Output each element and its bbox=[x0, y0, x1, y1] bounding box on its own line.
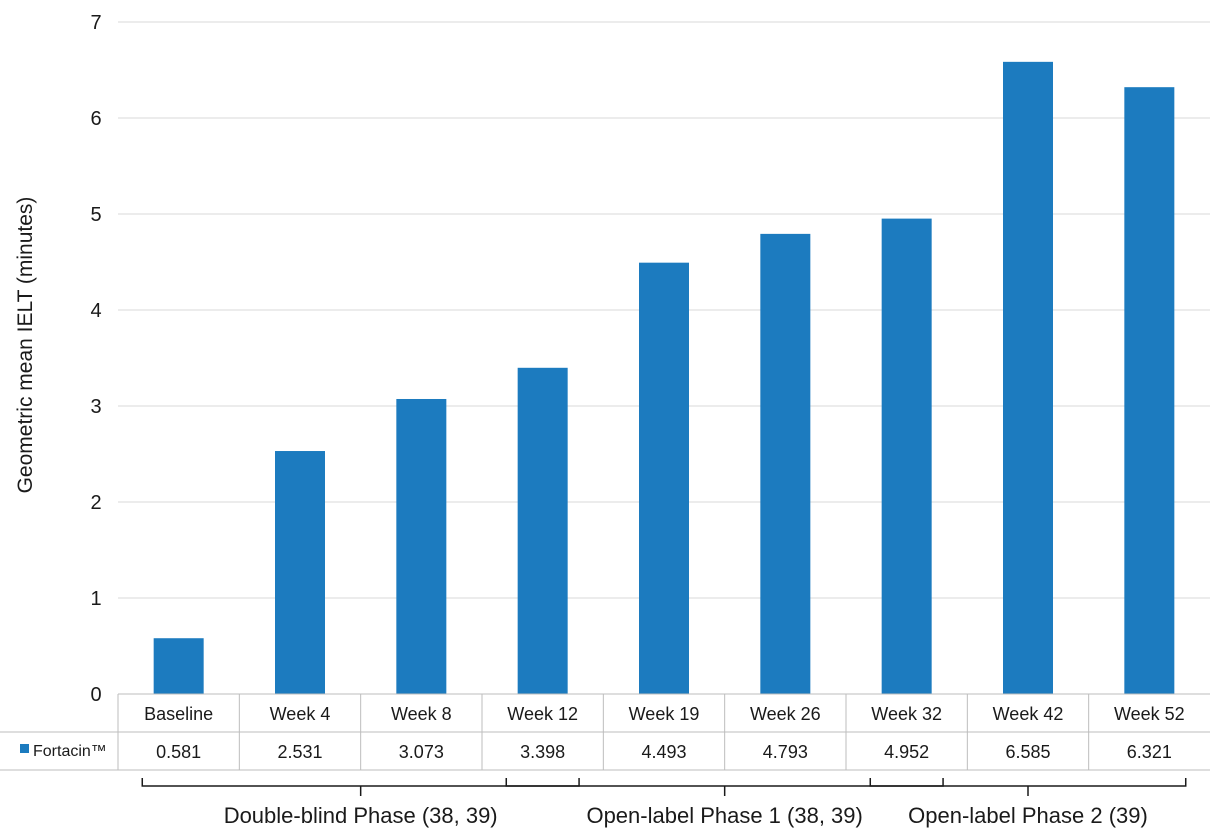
x-tick-label: Week 12 bbox=[507, 704, 578, 724]
y-tick-label: 2 bbox=[90, 492, 101, 514]
phase-brackets: Double-blind Phase (38, 39) Open-label Ph… bbox=[141, 778, 1187, 828]
phase-bracket bbox=[869, 778, 1187, 796]
series-name: Fortacin™ bbox=[33, 743, 107, 760]
phase-label: Double-blind Phase (38, 39) bbox=[224, 803, 498, 828]
data-label: 0.581 bbox=[156, 742, 201, 762]
data-label: 4.793 bbox=[763, 742, 808, 762]
bar bbox=[275, 451, 325, 694]
x-tick-label: Week 42 bbox=[993, 704, 1064, 724]
phase-bracket bbox=[141, 778, 580, 796]
y-tick-label: 0 bbox=[90, 684, 101, 706]
bar bbox=[153, 638, 204, 694]
x-tick-label: Baseline bbox=[144, 704, 213, 724]
y-tick-label: 7 bbox=[90, 12, 101, 34]
y-axis-ticks: 0 1 2 3 4 5 6 7 bbox=[90, 12, 101, 706]
data-label: 2.531 bbox=[277, 742, 322, 762]
data-label: 3.073 bbox=[399, 742, 444, 762]
bar bbox=[396, 398, 447, 694]
bar bbox=[881, 218, 932, 694]
phase-label: Open-label Phase 1 (38, 39) bbox=[586, 803, 862, 828]
x-tick-label: Week 19 bbox=[629, 704, 700, 724]
bar bbox=[760, 233, 811, 694]
x-tick-label: Week 4 bbox=[270, 704, 331, 724]
data-label: 3.398 bbox=[520, 742, 565, 762]
bar bbox=[1124, 87, 1175, 694]
y-tick-label: 6 bbox=[90, 108, 101, 130]
x-tick-label: Week 8 bbox=[391, 704, 452, 724]
bars bbox=[153, 61, 1175, 694]
bar bbox=[517, 367, 568, 694]
phase-bracket bbox=[505, 778, 944, 796]
data-label: 4.493 bbox=[641, 742, 686, 762]
phase-label: Open-label Phase 2 (39) bbox=[908, 803, 1148, 828]
x-tick-label: Week 32 bbox=[871, 704, 942, 724]
y-tick-label: 1 bbox=[90, 588, 101, 610]
x-tick-label: Week 26 bbox=[750, 704, 821, 724]
legend-swatch bbox=[20, 744, 29, 753]
x-tick-label: Week 52 bbox=[1114, 704, 1185, 724]
data-label: 6.321 bbox=[1127, 742, 1172, 762]
bar bbox=[639, 262, 689, 694]
data-table: Baseline 0.581 Week 4 2.531 Week 8 3.073 Week … bbox=[0, 693, 1210, 771]
y-tick-label: 3 bbox=[90, 396, 101, 418]
data-label: 6.585 bbox=[1005, 742, 1050, 762]
data-label: 4.952 bbox=[884, 742, 929, 762]
y-axis-label: Geometric mean IELT (minutes) bbox=[14, 197, 37, 494]
y-tick-label: 4 bbox=[90, 300, 101, 322]
y-tick-label: 5 bbox=[90, 204, 101, 226]
bar bbox=[1003, 61, 1053, 694]
